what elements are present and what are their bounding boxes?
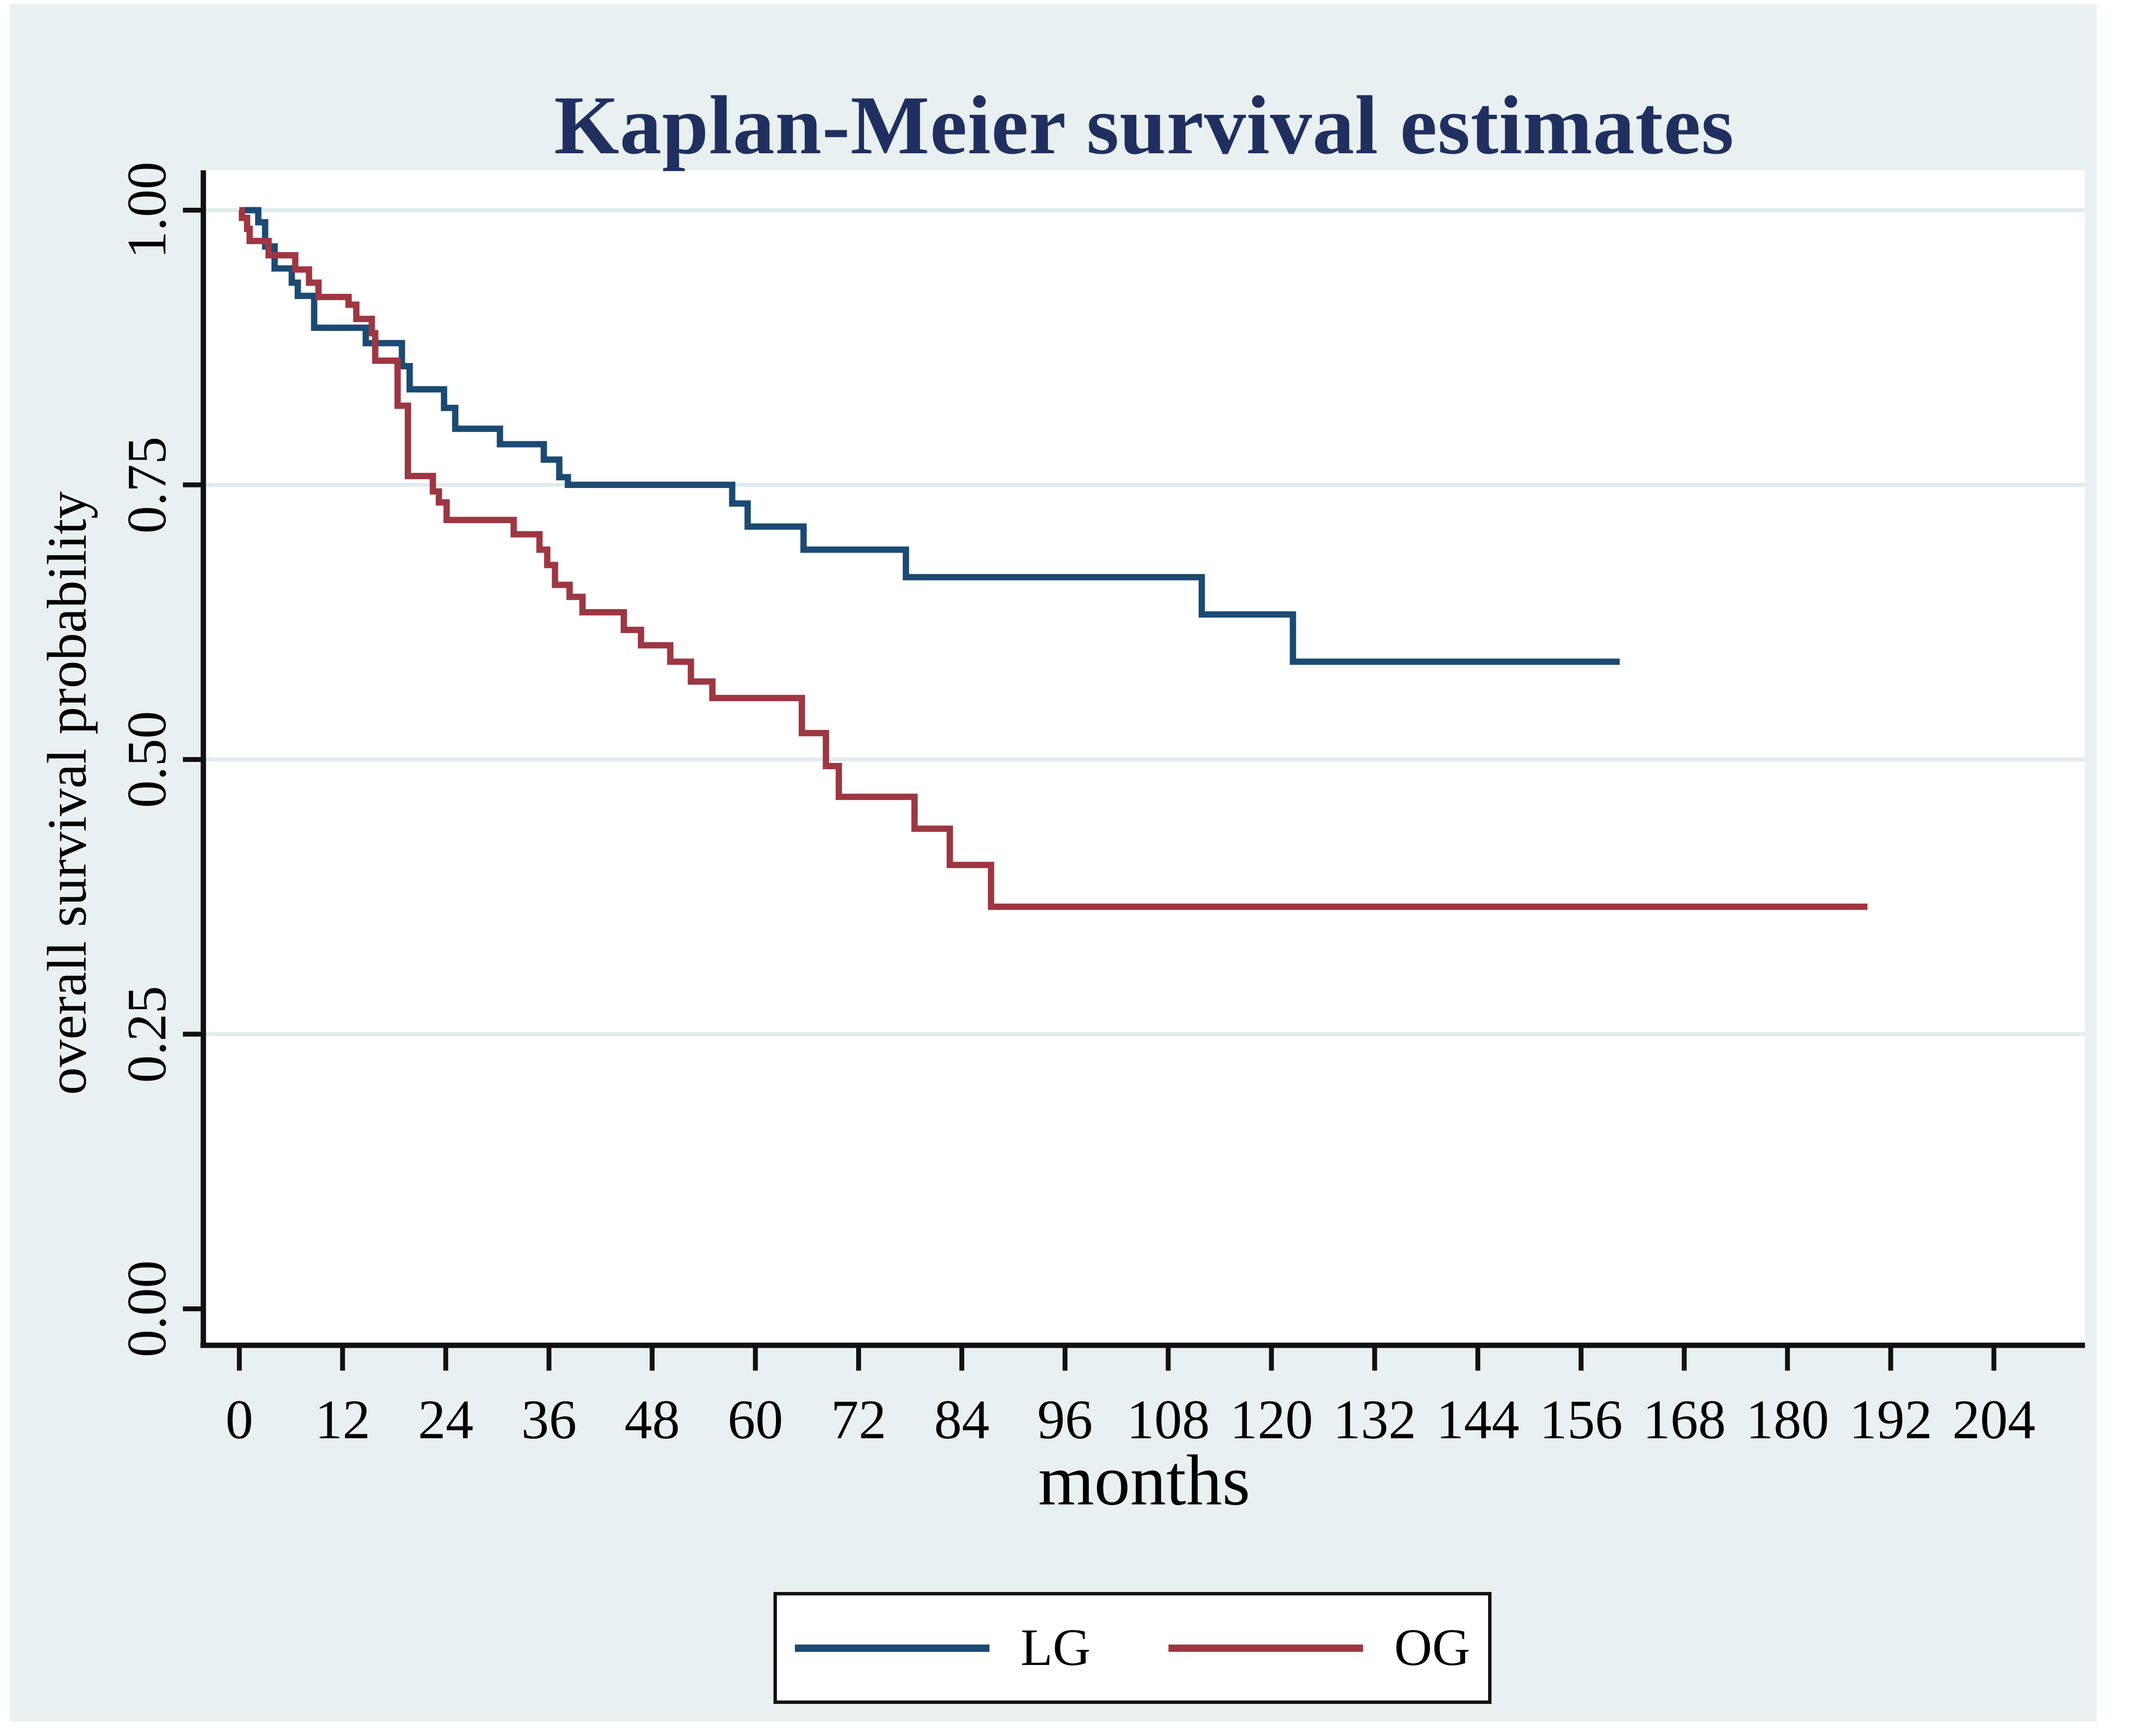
legend-label-lg: LG <box>1021 1619 1091 1677</box>
y-tick-label: 0.25 <box>116 985 178 1083</box>
x-tick-label: 96 <box>1037 1389 1093 1450</box>
x-tick-label: 36 <box>521 1389 577 1450</box>
y-tick-label: 0.00 <box>116 1260 178 1357</box>
x-tick-label: 72 <box>831 1389 886 1450</box>
x-tick-label: 108 <box>1126 1389 1210 1450</box>
lg-curve <box>239 207 1620 665</box>
x-tick-label: 0 <box>225 1389 253 1450</box>
lg-line-sample <box>795 1644 990 1652</box>
x-tick-label: 84 <box>934 1389 990 1450</box>
x-tick-label: 60 <box>727 1389 783 1450</box>
x-tick-label: 120 <box>1230 1389 1313 1450</box>
x-tick-label: 156 <box>1539 1389 1623 1450</box>
y-axis-title: overall survival probability <box>36 491 98 1095</box>
x-tick-label: 192 <box>1849 1389 1933 1450</box>
x-tick-label: 48 <box>624 1389 680 1450</box>
x-axis-title: months <box>1038 1441 1250 1520</box>
chart-title: Kaplan-Meier survival estimates <box>554 79 1734 172</box>
og-line-sample <box>1168 1644 1363 1652</box>
x-tick-label: 132 <box>1333 1389 1417 1450</box>
x-tick-label: 168 <box>1642 1389 1726 1450</box>
y-tick-label: 0.75 <box>116 436 178 534</box>
x-tick-label: 144 <box>1436 1389 1520 1450</box>
x-tick-label: 12 <box>315 1389 371 1450</box>
y-tick-label: 0.50 <box>116 711 178 808</box>
legend: LG OG <box>773 1592 1492 1704</box>
x-tick-label: 24 <box>418 1389 474 1450</box>
legend-label-og: OG <box>1394 1619 1470 1677</box>
x-tick-label: 180 <box>1745 1389 1829 1450</box>
x-tick-label: 204 <box>1952 1389 2036 1450</box>
y-tick-label: 1.00 <box>116 162 178 259</box>
og-curve <box>238 207 1868 910</box>
